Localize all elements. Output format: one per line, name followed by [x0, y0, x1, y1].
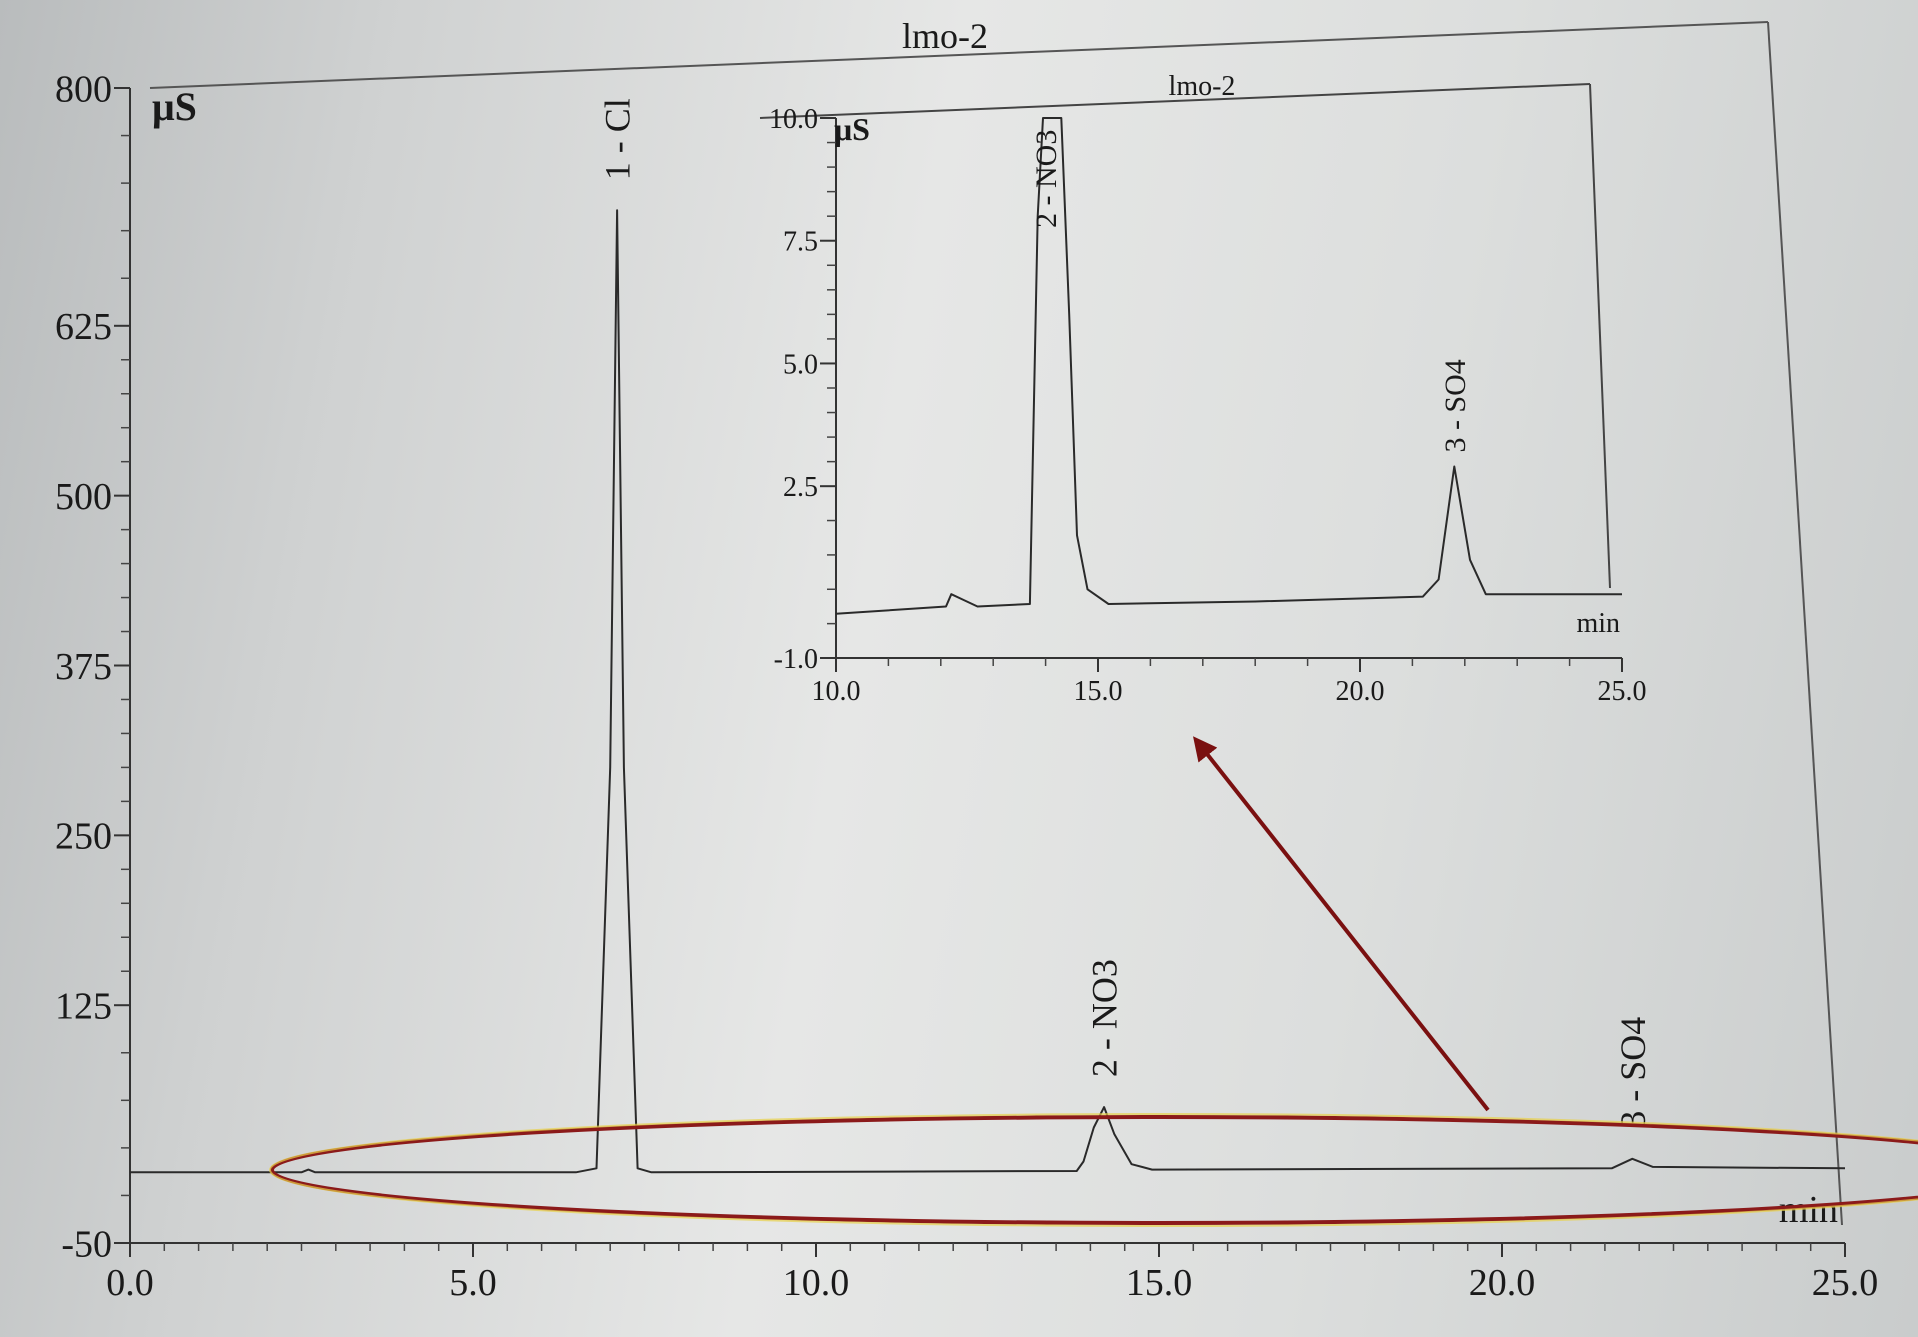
main-y-tick-label: -50 [61, 1223, 112, 1265]
main-ticks: 0.0 5.0 10.0 15.0 20.0 25.0 -50 125 250 375 500 625… [55, 68, 1878, 1304]
inset-peak-label: 2 - NO3 [1030, 130, 1063, 228]
inset-frame-top [759, 83, 1591, 119]
inset-x-tick-label: 15.0 [1074, 676, 1123, 707]
main-x-tick-label: 15.0 [1126, 1262, 1193, 1304]
inset-x-tick-label: 25.0 [1598, 676, 1647, 707]
inset-title: lmo-2 [1169, 71, 1236, 102]
frame-right-line [1767, 21, 1843, 1226]
main-x-tick-label: 0.0 [106, 1262, 154, 1304]
inset-peak-labels: 2 - NO3 3 - SO4 [1030, 130, 1472, 453]
main-x-tick-label: 10.0 [783, 1262, 850, 1304]
frame-top-line [149, 21, 1769, 89]
highlight-ellipse [270, 1115, 1918, 1225]
main-axes [129, 88, 1845, 1244]
main-x-tick-label: 5.0 [449, 1262, 497, 1304]
inset-series [835, 117, 1622, 615]
inset-y-tick-label: -1.0 [774, 644, 818, 675]
inset-y-tick-label: 7.5 [783, 227, 818, 258]
inset-y-tick-label: 2.5 [783, 472, 818, 503]
main-y-tick-label: 250 [55, 816, 112, 858]
main-peak-label: 2 - NO3 [1085, 959, 1125, 1077]
main-y-tick-label: 625 [55, 306, 112, 348]
main-unit-label: μS [152, 84, 197, 129]
highlight-ellipse-glow [269, 1113, 1918, 1227]
main-y-tick-label: 800 [55, 68, 112, 110]
inset-x-tick-label: 20.0 [1336, 676, 1385, 707]
inset-peak-label: 3 - SO4 [1439, 359, 1472, 452]
main-chart: 0.0 5.0 10.0 15.0 20.0 25.0 -50 125 250 375 500 625… [55, 16, 1878, 1304]
main-y-tick-label: 375 [55, 646, 112, 688]
main-chromatogram-trace [130, 209, 1846, 1174]
inset-ticks: 10.0 15.0 20.0 25.0 -1.0 2.5 5.0 7.5 10.0 [769, 104, 1647, 707]
main-y-tick-label: 125 [55, 986, 112, 1028]
main-x-tick-label: 25.0 [1812, 1262, 1879, 1304]
inset-x-axis-label: min [1576, 608, 1620, 639]
main-peak-labels: 1 - Cl 2 - NO3 3 - SO4 [598, 98, 1653, 1128]
inset-chromatogram-trace [835, 117, 1622, 615]
main-y-tick-label: 500 [55, 476, 112, 518]
main-series [130, 209, 1846, 1174]
inset-y-tick-label: 5.0 [783, 349, 818, 380]
main-peak-label: 3 - SO4 [1613, 1017, 1653, 1129]
inset-y-tick-label: 10.0 [769, 104, 818, 135]
inset-unit-label: μS [834, 111, 870, 147]
inset-chart: 10.0 15.0 20.0 25.0 -1.0 2.5 5.0 7.5 10.0 2 - NO… [759, 71, 1647, 707]
inset-x-tick-label: 10.0 [812, 676, 861, 707]
main-x-tick-label: 20.0 [1469, 1262, 1536, 1304]
inset-frame-right [1589, 83, 1611, 589]
highlight-arrow [1193, 736, 1490, 1112]
main-title: lmo-2 [902, 16, 988, 56]
inset-axes [835, 118, 1622, 659]
main-peak-label: 1 - Cl [598, 98, 638, 180]
